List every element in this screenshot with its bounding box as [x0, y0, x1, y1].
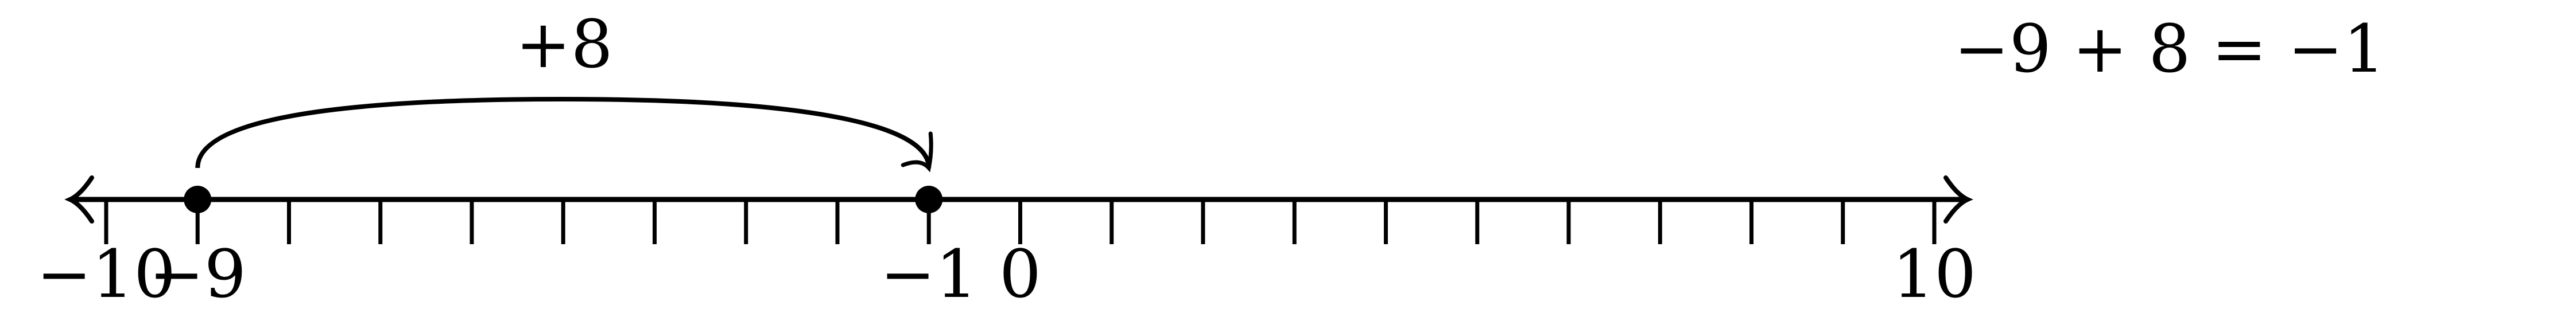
point-marker [915, 186, 943, 213]
jump-label: +8 [515, 6, 613, 83]
tick-label: −9 [149, 236, 246, 313]
equation: −9 + 8 = −1 [1954, 11, 2385, 88]
jump-arc [195, 96, 932, 169]
tick-label: −1 [880, 236, 977, 313]
tick-label: 0 [999, 236, 1041, 313]
right-arrow-icon [1943, 175, 1973, 224]
jump-arrowhead-icon [901, 131, 933, 173]
tick-label: 10 [1892, 236, 1976, 313]
point-marker [184, 186, 212, 213]
tick-label: −10 [37, 236, 176, 313]
left-arrow-icon [64, 175, 94, 224]
